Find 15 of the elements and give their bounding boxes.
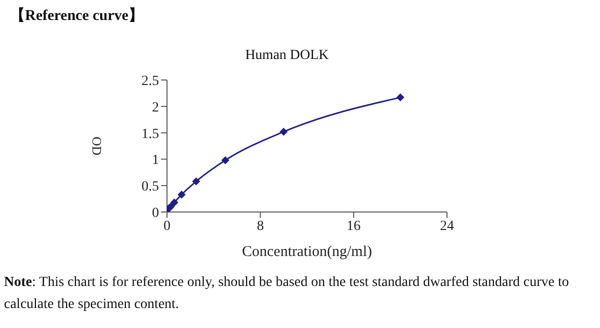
- y-tick-label: 1.5: [142, 126, 159, 142]
- x-tick-label: 16: [346, 218, 361, 234]
- x-tick-label: 8: [256, 218, 264, 234]
- x-tick-label: 24: [440, 218, 454, 234]
- y-tick-label: 1: [152, 153, 159, 168]
- y-tick-label: 2.5: [142, 74, 159, 89]
- y-axis-title: OD: [89, 136, 104, 156]
- chart-title: Human DOLK: [244, 48, 330, 64]
- text: Note: This chart is for reference only, should be based on the test standard dwarfed standard curve to calculate the specimen content.: [4, 274, 570, 314]
- y-tick-label: 0: [152, 206, 159, 221]
- text: 【Reference curve】: [10, 6, 144, 25]
- y-tick-label: 0.5: [142, 180, 159, 195]
- y-tick-label: 2: [152, 100, 159, 116]
- x-tick-label: 0: [164, 218, 170, 234]
- x-axis-title: Concentration(ng/ml): [242, 244, 372, 260]
